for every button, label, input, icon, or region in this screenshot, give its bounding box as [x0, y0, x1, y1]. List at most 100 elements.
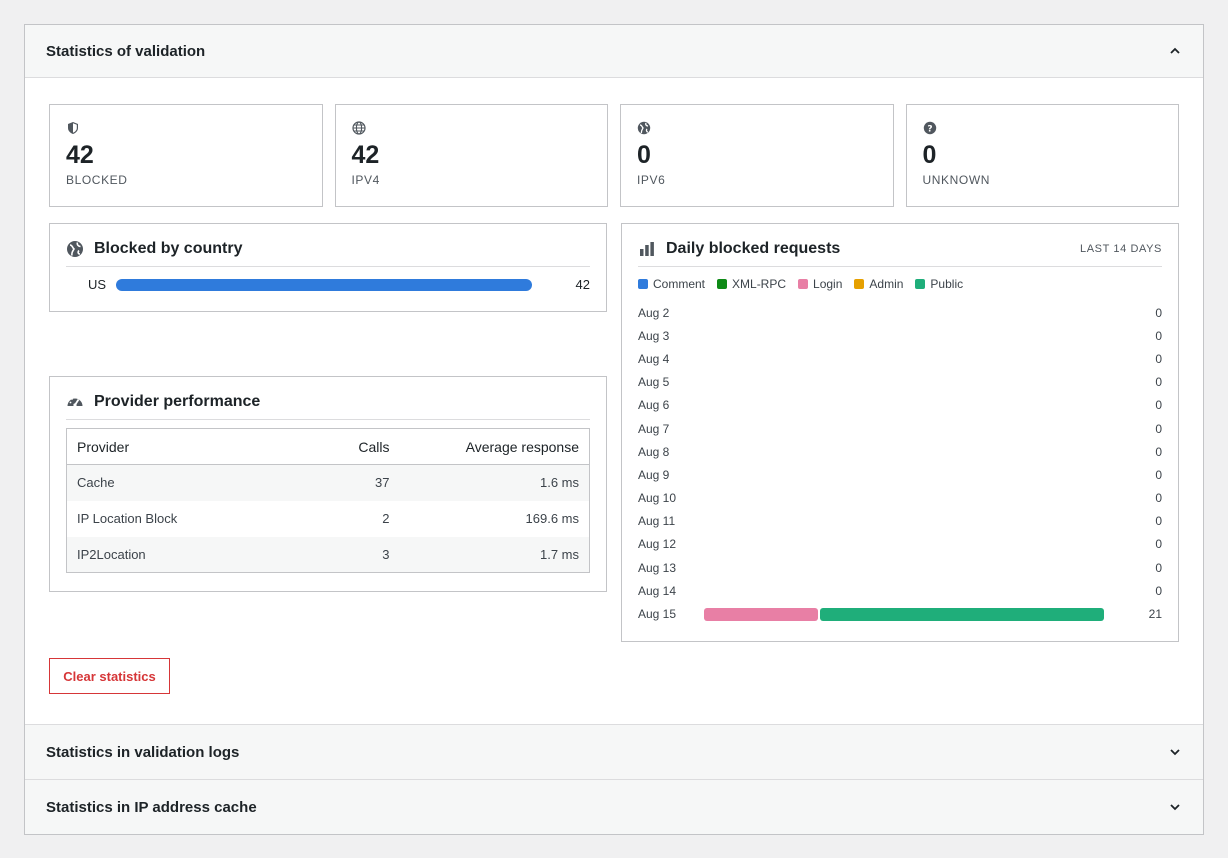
stat-label: UNKNOWN	[922, 173, 991, 187]
cell-calls: 37	[309, 464, 400, 501]
row-date: Aug 6	[638, 398, 670, 413]
row-total: 0	[1155, 583, 1162, 598]
table-row: IP2Location 3 1.7 ms	[66, 536, 590, 573]
row-date: Aug 11	[638, 514, 676, 529]
daily-row: Aug 8 0	[638, 440, 1162, 463]
stat-card-ipv6: 0 IPV6	[620, 104, 894, 207]
row-total: 0	[1155, 491, 1162, 506]
panel-title: Blocked by country	[94, 240, 243, 257]
row-bars	[706, 538, 1104, 551]
range-label: LAST 14 DAYS	[1080, 243, 1162, 255]
legend-swatch	[717, 279, 728, 289]
section-header-validation[interactable]: Statistics of validation	[25, 25, 1203, 78]
daily-row: Aug 5 0	[638, 371, 1162, 394]
column-header-calls: Calls	[309, 428, 400, 465]
shield-icon	[68, 122, 78, 134]
column-header-average-response: Average response	[399, 428, 590, 465]
panel-header: Blocked by country	[66, 240, 590, 267]
daily-row: Aug 10 0	[638, 487, 1162, 510]
cell-average-response: 169.6 ms	[525, 511, 579, 526]
stat-card-ipv4: 42 IPV4	[334, 104, 608, 207]
svg-text:?: ?	[927, 124, 932, 134]
stat-value: 0	[637, 141, 651, 169]
row-bars	[706, 492, 1104, 505]
daily-row: Aug 6 0	[638, 394, 1162, 417]
stat-label: IPV4	[351, 173, 380, 187]
chevron-up-icon[interactable]	[1168, 44, 1182, 58]
country-bar	[116, 278, 532, 291]
daily-row: Aug 13 0	[638, 556, 1162, 579]
section-header-cache[interactable]: Statistics in IP address cache	[25, 779, 1203, 834]
globe-filled-icon	[637, 121, 651, 135]
daily-row: Aug 15 21	[638, 602, 1162, 625]
daily-row: Aug 14 0	[638, 579, 1162, 602]
table-row: IP Location Block 2 169.6 ms	[67, 501, 590, 537]
stat-cards: 42 BLOCKED 42 IPV4 0 IPV6 ? 0 UNKNOWN	[49, 104, 1179, 207]
stat-card-unknown: ? 0 UNKNOWN	[905, 104, 1179, 207]
section-title: Statistics in validation logs	[46, 743, 240, 761]
column-header-provider: Provider	[66, 428, 310, 465]
row-bars	[706, 584, 1104, 597]
bar-segment-login	[704, 607, 819, 621]
row-total: 0	[1155, 351, 1162, 366]
table-row: Cache 37 1.6 ms	[66, 464, 590, 501]
country-rows: US 42	[66, 277, 590, 292]
row-date: Aug 5	[638, 375, 670, 390]
country-code: US	[88, 277, 107, 292]
cell-provider: Cache	[66, 464, 310, 501]
row-bars	[706, 306, 1104, 319]
row-date: Aug 3	[638, 328, 670, 343]
row-bars	[706, 329, 1104, 342]
chevron-down-icon[interactable]	[1168, 800, 1182, 814]
legend-item: Public	[915, 277, 963, 291]
row-bars	[706, 468, 1104, 481]
row-total: 0	[1155, 305, 1162, 320]
section-title: Statistics of validation	[46, 42, 206, 60]
row-total: 21	[1148, 607, 1162, 622]
row-bars	[706, 376, 1104, 389]
row-bars	[704, 607, 1105, 621]
cell-provider: IP Location Block	[77, 511, 178, 526]
legend-label: Admin	[869, 277, 904, 291]
bar-segment-public	[820, 607, 1105, 621]
row-date: Aug 2	[638, 305, 670, 320]
cell-average-response: 1.7 ms	[399, 536, 590, 573]
question-icon: ?	[923, 121, 936, 134]
bar-chart-icon	[640, 242, 654, 256]
section-title: Statistics in IP address cache	[46, 798, 257, 816]
daily-row: Aug 11 0	[638, 510, 1162, 533]
legend-swatch	[854, 279, 865, 289]
row-date: Aug 9	[638, 467, 670, 482]
panel-header: Provider performance	[66, 393, 590, 420]
row-bars	[706, 399, 1104, 412]
stat-value: 0	[922, 141, 937, 169]
globe-icon	[351, 121, 366, 135]
row-total: 0	[1155, 560, 1162, 575]
dashboard-icon	[67, 396, 83, 407]
legend-swatch	[798, 279, 809, 289]
legend-swatch	[638, 279, 648, 289]
table-header-row: Provider Calls Average response	[66, 428, 590, 465]
stat-value: 42	[66, 141, 94, 169]
panel-title-group: Daily blocked requests	[638, 240, 840, 258]
row-total: 0	[1155, 421, 1162, 436]
globe-filled-icon	[67, 241, 83, 257]
cell-average-response: 1.6 ms	[399, 464, 590, 501]
legend-swatch	[915, 279, 926, 289]
row-bars	[706, 515, 1104, 528]
daily-row: Aug 7 0	[638, 417, 1162, 440]
row-date: Aug 7	[638, 421, 670, 436]
legend-item: Admin	[854, 277, 903, 291]
cell-provider: IP2Location	[66, 536, 310, 573]
clear-statistics-button[interactable]: Clear statistics	[49, 658, 170, 694]
row-date: Aug 10	[638, 491, 677, 506]
section-header-logs[interactable]: Statistics in validation logs	[25, 724, 1203, 779]
daily-row: Aug 9 0	[638, 463, 1162, 486]
row-bars	[706, 422, 1104, 435]
panel-title: Daily blocked requests	[666, 240, 841, 257]
chevron-down-icon[interactable]	[1168, 745, 1182, 759]
daily-rows: Aug 2 0 Aug 3 0 Aug 4 0 Aug 5 0 Aug 6 0 Aug 7 0 Aug …	[638, 301, 1162, 626]
country-value: 42	[575, 277, 590, 292]
statistics-panel: Statistics of validation 42 BLOCKED 42 I…	[24, 24, 1204, 835]
provider-table: Provider Calls Average response Cache 37…	[66, 428, 590, 573]
